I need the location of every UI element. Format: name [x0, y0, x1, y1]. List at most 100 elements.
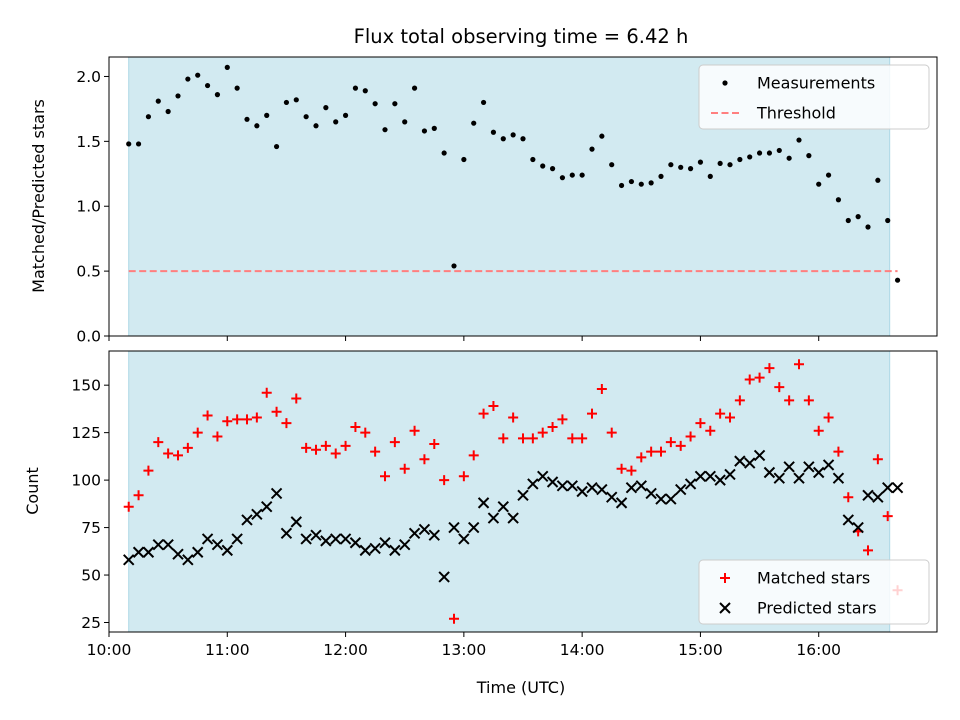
data-point	[143, 465, 154, 476]
y-tick-label: 100	[71, 472, 101, 490]
data-point	[372, 101, 378, 107]
data-point	[579, 172, 585, 178]
data-point	[380, 471, 390, 482]
data-point	[855, 214, 861, 220]
data-point	[477, 497, 490, 509]
data-point	[773, 472, 785, 484]
data-point	[251, 508, 263, 520]
data-point	[370, 446, 381, 457]
data-point	[399, 463, 410, 474]
data-point	[648, 180, 654, 186]
data-point	[438, 571, 450, 583]
data-point	[448, 521, 460, 534]
data-point	[409, 425, 420, 436]
data-point	[461, 156, 467, 163]
data-point	[389, 437, 400, 448]
data-point	[458, 471, 469, 482]
data-point	[468, 450, 479, 461]
legend-marker	[719, 602, 731, 614]
data-point	[320, 535, 332, 547]
data-point	[596, 383, 607, 394]
data-point	[468, 521, 480, 534]
series-group	[123, 359, 904, 624]
data-point	[254, 123, 260, 129]
data-point	[500, 136, 506, 142]
data-point	[885, 217, 891, 224]
data-point	[517, 489, 529, 502]
data-point	[135, 141, 142, 147]
data-point	[330, 533, 342, 545]
data-point	[478, 408, 489, 419]
data-point	[813, 425, 824, 436]
data-point	[794, 359, 804, 370]
data-point	[293, 97, 299, 103]
data-point	[310, 529, 322, 541]
y-axis-label-bottom: Count	[23, 467, 42, 515]
data-point	[389, 544, 401, 557]
data-point	[510, 132, 516, 138]
data-point	[569, 172, 575, 178]
data-point	[685, 431, 696, 442]
data-point	[835, 197, 842, 203]
data-point	[882, 511, 893, 522]
data-point	[349, 537, 362, 549]
y-tick-label: 2.0	[76, 68, 101, 86]
data-point	[587, 408, 597, 419]
data-point	[439, 475, 450, 486]
data-point	[360, 427, 371, 438]
x-tick-label: 13:00	[442, 641, 487, 659]
data-point	[882, 481, 894, 494]
data-point	[231, 533, 243, 545]
y-tick-label: 75	[81, 519, 101, 537]
data-point	[428, 529, 440, 541]
data-point	[717, 160, 723, 167]
data-point	[273, 143, 280, 150]
data-point	[431, 125, 437, 131]
data-point	[132, 546, 145, 558]
y-tick-label: 150	[71, 377, 101, 395]
data-point	[727, 162, 733, 168]
data-point	[724, 468, 736, 481]
data-point	[192, 546, 204, 558]
data-point	[687, 166, 694, 172]
data-point	[350, 421, 361, 432]
data-point	[628, 178, 635, 185]
data-point	[784, 395, 795, 406]
data-point	[508, 412, 519, 423]
data-point	[408, 527, 421, 539]
data-point	[153, 437, 164, 448]
data-point	[559, 175, 566, 181]
data-point	[175, 93, 181, 99]
y-tick-label: 50	[81, 567, 101, 585]
chart-title: Flux total observing time = 6.42 h	[354, 25, 689, 48]
data-point	[182, 554, 194, 566]
data-point	[300, 533, 312, 545]
data-point	[656, 446, 666, 457]
data-point	[211, 538, 224, 551]
data-point	[261, 387, 272, 398]
data-point	[715, 408, 726, 419]
axes-frame	[108, 350, 938, 633]
legend-box	[698, 559, 930, 625]
data-point	[242, 414, 252, 425]
data-point	[172, 548, 184, 560]
data-point	[704, 470, 716, 483]
data-point	[311, 444, 321, 455]
data-point	[359, 544, 371, 557]
data-point	[737, 156, 743, 163]
data-point	[291, 393, 302, 404]
data-point	[609, 162, 615, 168]
data-point	[342, 112, 349, 118]
legend-label: Matched stars	[757, 569, 870, 588]
data-point	[527, 478, 539, 490]
data-point	[280, 527, 293, 539]
data-point	[638, 181, 644, 187]
legend-label: Threshold	[756, 104, 836, 123]
data-point	[418, 523, 431, 536]
data-point	[645, 487, 657, 500]
data-point	[323, 105, 329, 111]
data-point	[241, 514, 253, 526]
data-point	[283, 99, 290, 106]
data-point	[497, 500, 509, 513]
x-tick-label: 15:00	[678, 641, 723, 659]
